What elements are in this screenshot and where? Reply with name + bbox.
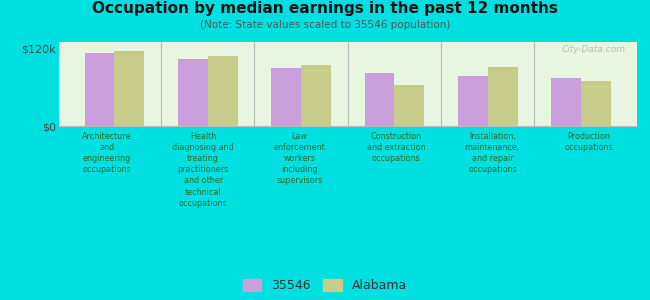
Bar [395, 85, 424, 126]
Bar [458, 76, 488, 126]
Text: Installation,
maintenance,
and repair
occupations: Installation, maintenance, and repair oc… [465, 132, 520, 174]
Text: Construction
and extraction
occupations: Construction and extraction occupations [367, 132, 425, 163]
Bar [551, 78, 581, 126]
Text: City-Data.com: City-Data.com [562, 44, 625, 53]
Text: Health
diagnosing and
treating
practitioners
and other
technical
occupations: Health diagnosing and treating practitio… [172, 132, 234, 208]
Bar [114, 51, 144, 126]
Bar [84, 53, 114, 126]
Bar [488, 67, 517, 126]
Bar [271, 68, 301, 126]
Text: Law
enforcement
workers
including
supervisors: Law enforcement workers including superv… [274, 132, 326, 185]
Text: (Note: State values scaled to 35546 population): (Note: State values scaled to 35546 popu… [200, 20, 450, 29]
Text: Architecture
and
engineering
occupations: Architecture and engineering occupations [82, 132, 131, 174]
Bar [301, 65, 331, 126]
Text: Production
occupations: Production occupations [564, 132, 613, 152]
Text: Occupation by median earnings in the past 12 months: Occupation by median earnings in the pas… [92, 2, 558, 16]
Bar [365, 73, 395, 126]
Legend: 35546, Alabama: 35546, Alabama [242, 279, 408, 292]
Bar [178, 59, 208, 126]
Bar [208, 56, 238, 126]
Bar [581, 81, 611, 126]
